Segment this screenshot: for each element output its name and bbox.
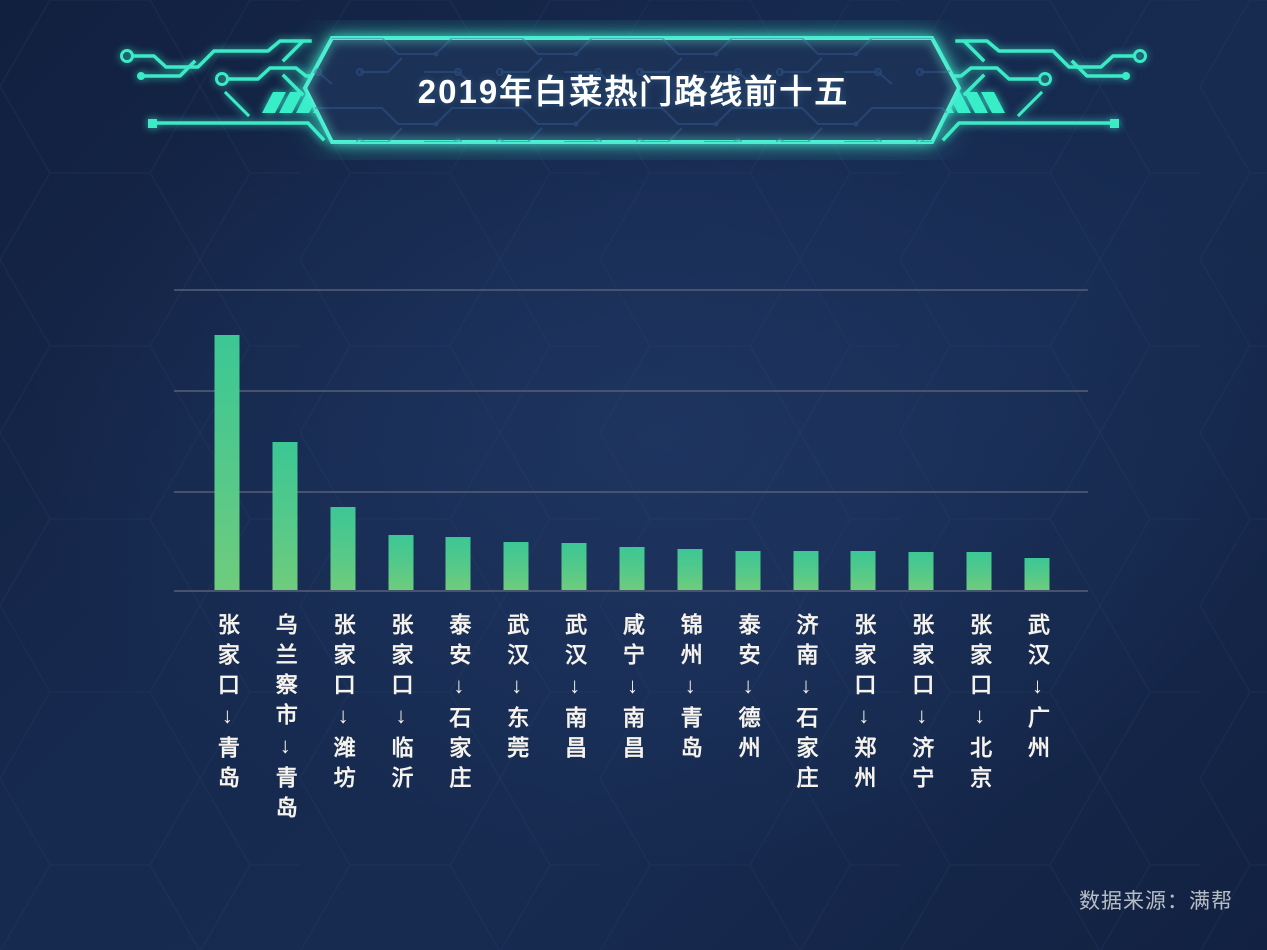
bar-5[interactable] bbox=[445, 537, 471, 590]
category-label: 咸宁↓南昌 bbox=[603, 613, 661, 826]
bar-cell bbox=[950, 289, 1008, 592]
category-label-text: 张家口↓潍坊 bbox=[330, 613, 356, 796]
gridline bbox=[174, 289, 1088, 291]
circuit-decoration-left bbox=[120, 39, 337, 142]
bar-1[interactable] bbox=[214, 335, 240, 590]
category-label-text: 张家口↓青岛 bbox=[214, 613, 240, 796]
bar-12[interactable] bbox=[850, 551, 876, 590]
category-label-text: 张家口↓济宁 bbox=[909, 613, 935, 796]
header-banner bbox=[120, 36, 1207, 144]
category-labels: 张家口↓青岛 乌兰察市↓青岛 张家口↓潍坊 张家口↓临沂 泰安↓石家庄 武汉↓东莞 武汉↓南… bbox=[198, 613, 1066, 826]
bar-chart-plot-area bbox=[174, 289, 1088, 592]
data-source-note: 数据来源：满帮 bbox=[1079, 890, 1233, 913]
bar-cell bbox=[719, 289, 777, 592]
category-label: 张家口↓济宁 bbox=[892, 613, 950, 826]
category-label: 济南↓石家庄 bbox=[777, 613, 835, 826]
bar-cell bbox=[777, 289, 835, 592]
bar-cell bbox=[1008, 289, 1066, 592]
category-label-text: 乌兰察市↓青岛 bbox=[272, 613, 298, 826]
bar-2[interactable] bbox=[272, 442, 298, 590]
category-label: 张家口↓北京 bbox=[950, 613, 1008, 826]
bar-cell bbox=[372, 289, 430, 592]
category-label-text: 泰安↓石家庄 bbox=[446, 613, 472, 796]
category-label-text: 济南↓石家庄 bbox=[793, 613, 819, 796]
category-label: 张家口↓临沂 bbox=[372, 613, 430, 826]
bar-8[interactable] bbox=[619, 547, 645, 590]
bar-15[interactable] bbox=[1024, 558, 1050, 590]
bar-cell bbox=[545, 289, 603, 592]
category-label-text: 张家口↓临沂 bbox=[388, 613, 414, 796]
bar-cell bbox=[198, 289, 256, 592]
category-label: 张家口↓青岛 bbox=[198, 613, 256, 826]
bar-cell bbox=[892, 289, 950, 592]
gridline bbox=[174, 390, 1088, 392]
category-label-text: 武汉↓南昌 bbox=[562, 613, 588, 766]
category-label: 张家口↓郑州 bbox=[834, 613, 892, 826]
bar-4[interactable] bbox=[388, 535, 413, 590]
gridline bbox=[174, 590, 1088, 592]
bar-13[interactable] bbox=[908, 552, 934, 590]
category-label-text: 咸宁↓南昌 bbox=[619, 613, 645, 766]
bar-11[interactable] bbox=[793, 551, 819, 590]
bar-cell bbox=[487, 289, 545, 592]
bar-cell bbox=[603, 289, 661, 592]
bar-14[interactable] bbox=[966, 552, 992, 590]
category-label-text: 武汉↓东莞 bbox=[504, 613, 530, 766]
bar-cell bbox=[314, 289, 372, 592]
bar-cell bbox=[834, 289, 892, 592]
gridline bbox=[174, 491, 1088, 493]
banner-inner-circuit-texture bbox=[305, 38, 959, 142]
category-label-text: 武汉↓广州 bbox=[1024, 613, 1050, 766]
bar-10[interactable] bbox=[735, 551, 761, 590]
bar-cell bbox=[256, 289, 314, 592]
category-label: 武汉↓南昌 bbox=[545, 613, 603, 826]
bar-cell bbox=[429, 289, 487, 592]
category-label-text: 泰安↓德州 bbox=[735, 613, 761, 766]
category-label: 武汉↓东莞 bbox=[487, 613, 545, 826]
category-label: 泰安↓石家庄 bbox=[429, 613, 487, 826]
bar-3[interactable] bbox=[330, 507, 356, 590]
category-label: 乌兰察市↓青岛 bbox=[256, 613, 314, 826]
bar-7[interactable] bbox=[561, 543, 587, 590]
category-label-text: 张家口↓郑州 bbox=[851, 613, 877, 796]
bar-9[interactable] bbox=[677, 549, 703, 590]
category-label: 锦州↓青岛 bbox=[661, 613, 719, 826]
bars bbox=[198, 289, 1066, 592]
category-label-text: 锦州↓青岛 bbox=[677, 613, 703, 766]
gridlines bbox=[174, 289, 1088, 592]
category-label-text: 张家口↓北京 bbox=[967, 613, 993, 796]
category-label: 张家口↓潍坊 bbox=[314, 613, 372, 826]
category-label: 武汉↓广州 bbox=[1008, 613, 1066, 826]
bar-6[interactable] bbox=[503, 542, 529, 590]
category-label: 泰安↓德州 bbox=[719, 613, 777, 826]
bar-cell bbox=[661, 289, 719, 592]
page-title: 2019年白菜热门路线前十五 bbox=[417, 73, 850, 110]
